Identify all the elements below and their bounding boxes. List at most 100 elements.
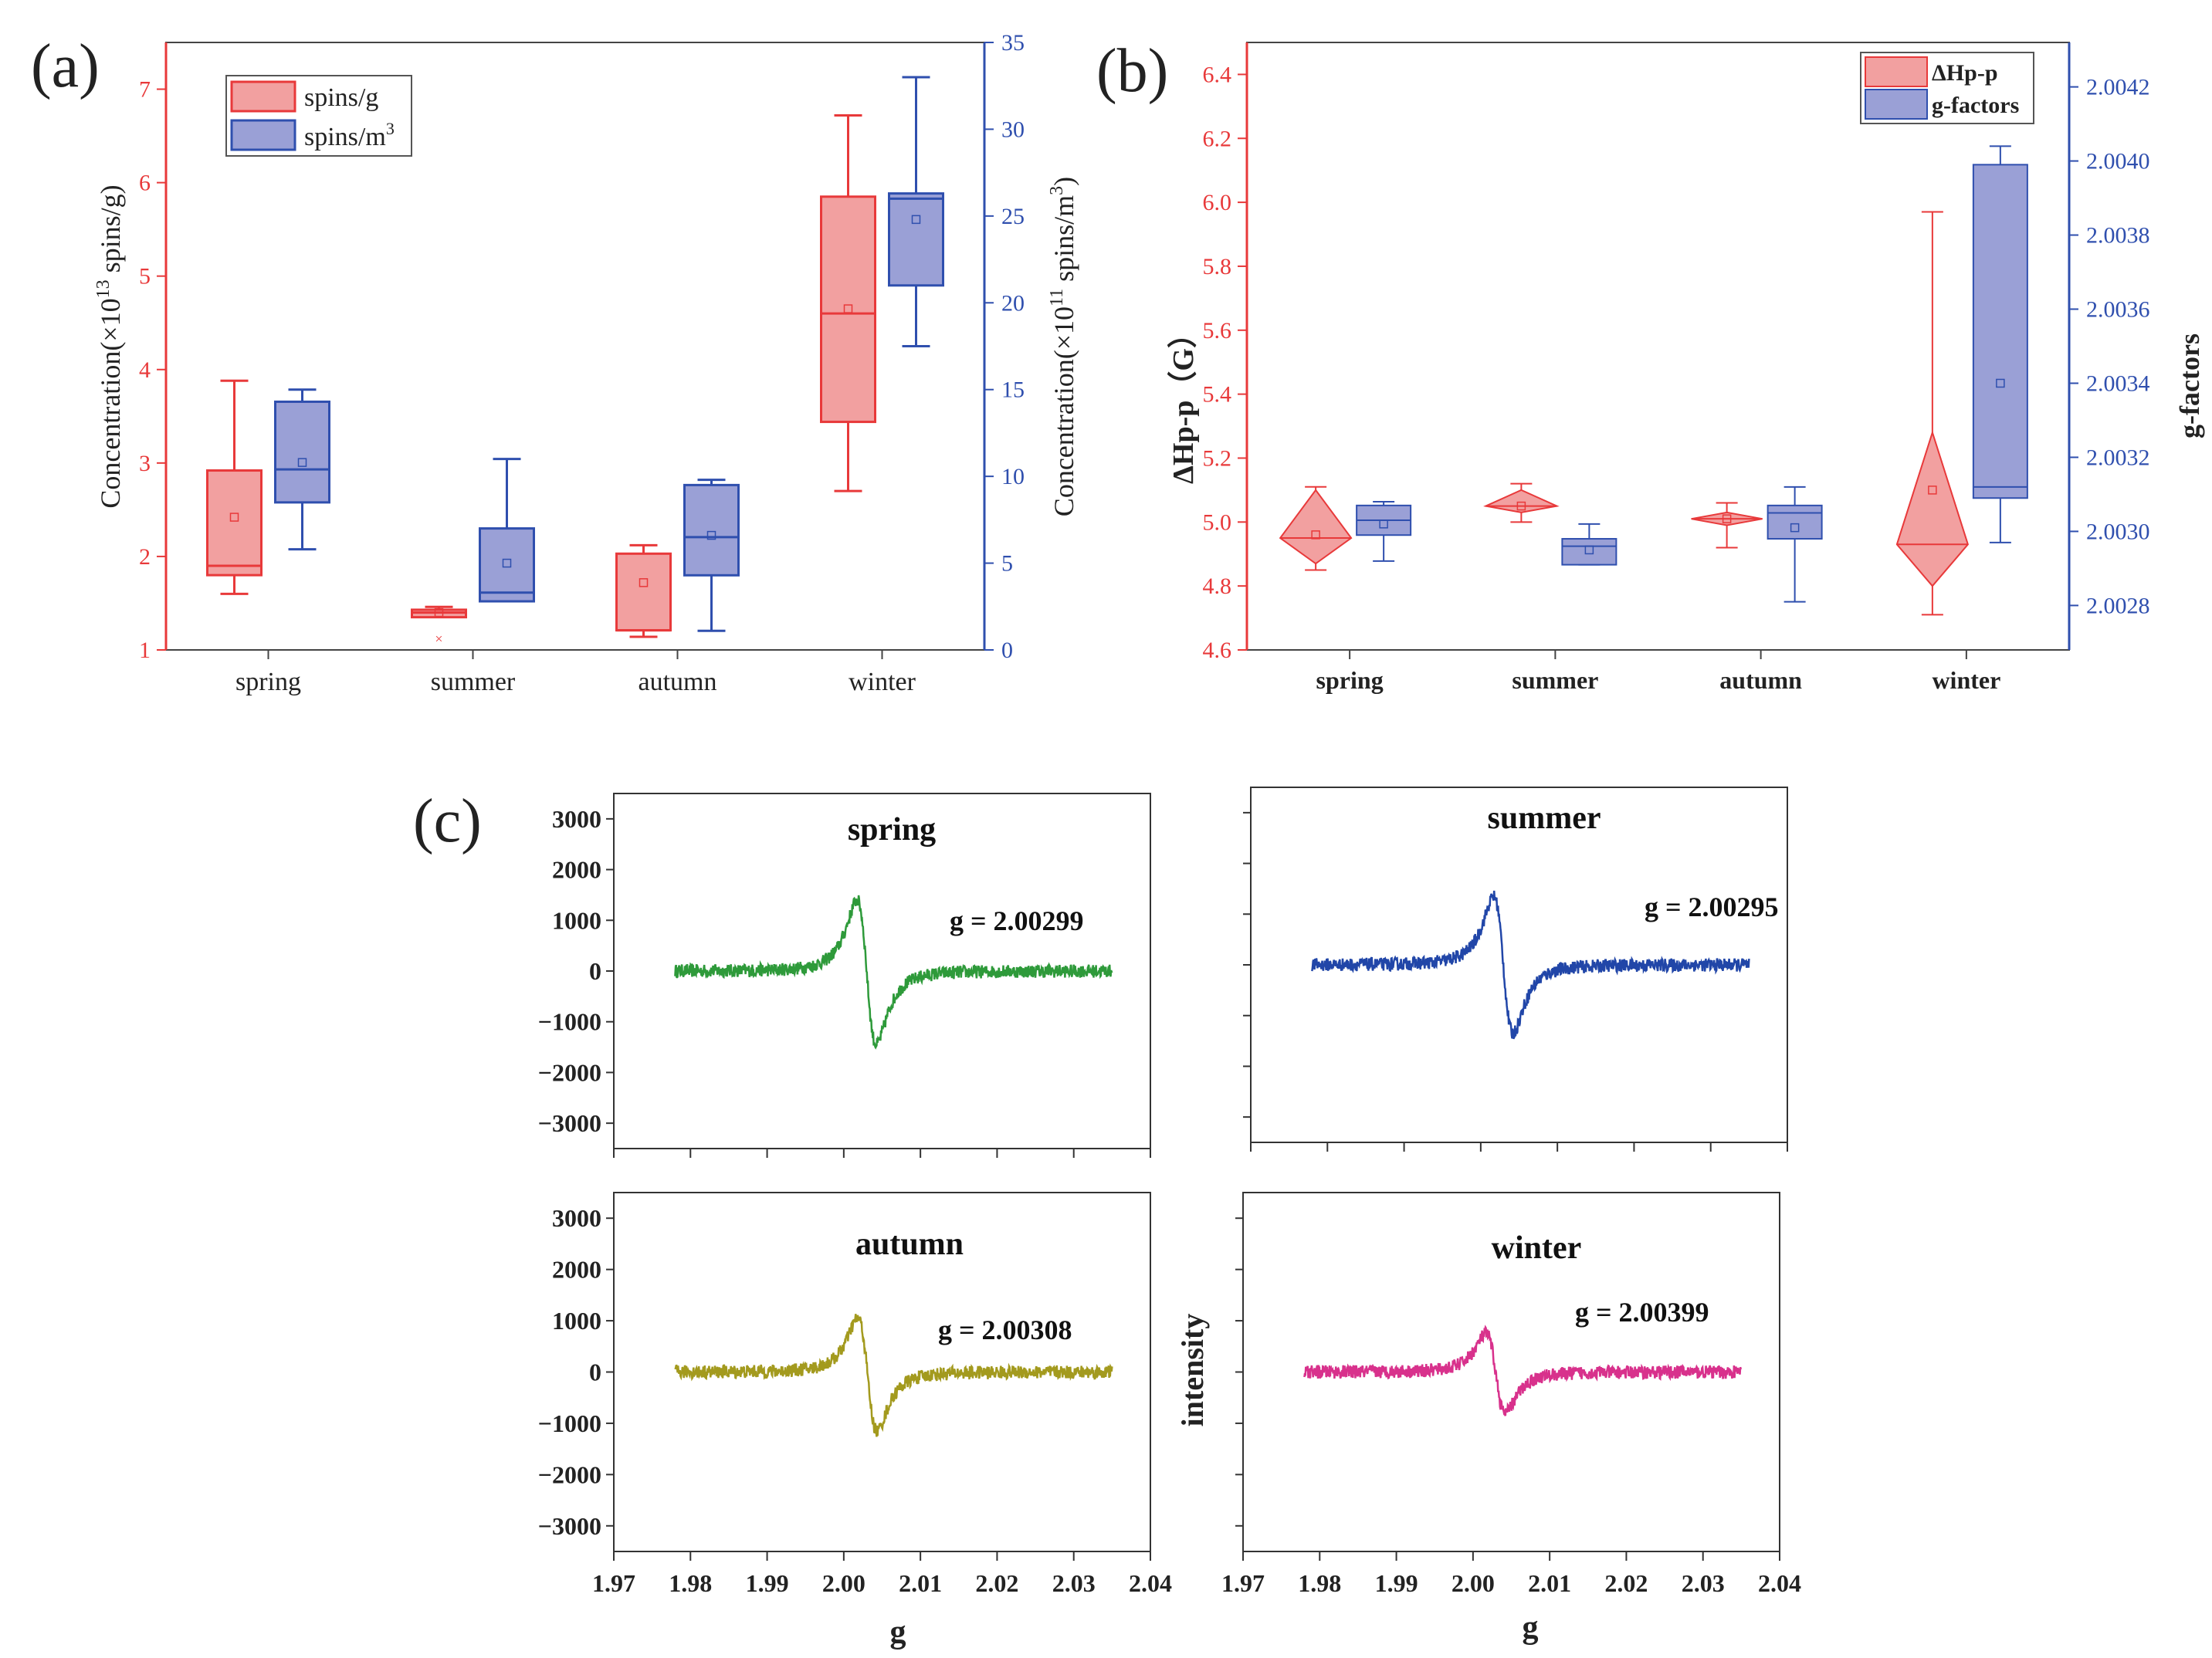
panel-b-left-ylabel: ΔHp-p（G） bbox=[1167, 319, 1200, 484]
a-x-tick-label: summer bbox=[431, 668, 516, 696]
panel-c-xlabel-right: g bbox=[1523, 1610, 1539, 1646]
b-right-tick-label: 2.0028 bbox=[2086, 593, 2150, 618]
c-y-tick-label: −2000 bbox=[538, 1058, 601, 1086]
a-x-tick-label: spring bbox=[235, 668, 301, 696]
panel-b-boxplot: 4.6 4.8 5.0 5.2 5.4 5.6 5.8 6.0 6.2 6.4 2.0028 2.00… bbox=[1167, 42, 2205, 694]
c-x-tick-label: 2.04 bbox=[1758, 1569, 1801, 1597]
c-x-tick-label: 1.98 bbox=[669, 1569, 712, 1597]
b-mean-marker bbox=[1584, 545, 1594, 555]
legend-swatch-spins-m3 bbox=[230, 119, 296, 151]
c-y-tick-label: 3000 bbox=[552, 805, 601, 833]
spectrum-summer: summer g = 2.00295 bbox=[1243, 787, 1788, 1152]
a-left-tick-label: 6 bbox=[139, 171, 151, 196]
spectrum-trace-summer bbox=[1311, 890, 1750, 1040]
a-mean-marker bbox=[502, 558, 512, 568]
spectrum-title-summer: summer bbox=[1488, 800, 1601, 836]
spectrum-trace-winter bbox=[1303, 1325, 1743, 1416]
b-box bbox=[1972, 164, 2028, 499]
a-right-tick-label: 20 bbox=[1001, 290, 1025, 316]
a-mean-marker bbox=[297, 458, 307, 467]
spectrum-g-value-autumn: g = 2.00308 bbox=[938, 1315, 1072, 1345]
c-x-tick-label: 1.97 bbox=[592, 1569, 635, 1597]
c-y-tick-label: −1000 bbox=[538, 1409, 601, 1437]
c-x-tick-label: 2.02 bbox=[1604, 1569, 1648, 1597]
b-mean-marker bbox=[1790, 523, 1800, 533]
a-mean-marker bbox=[911, 215, 921, 225]
a-right-tick-label: 15 bbox=[1001, 377, 1025, 403]
panel-a-right-ylabel: Concentration(×1011 spins/m3) bbox=[1047, 177, 1079, 516]
c-y-tick-label: 3000 bbox=[552, 1204, 601, 1232]
a-outlier-marker: × bbox=[435, 631, 442, 646]
a-left-tick-label: 3 bbox=[139, 451, 151, 476]
b-right-tick-label: 2.0038 bbox=[2086, 223, 2150, 249]
panel-c-spectra: 3000 2000 1000 0 −1000 −2000 −3000 spring g = 2.… bbox=[538, 787, 1801, 1597]
a-left-tick-label: 1 bbox=[139, 638, 151, 663]
a-box bbox=[615, 552, 672, 632]
panel-a-boxplot: 1 2 3 4 5 6 7 0 5 10 15 20 25 30 35 spring summer autumn w… bbox=[93, 30, 1079, 696]
a-box bbox=[479, 527, 535, 603]
spectrum-g-value-summer: g = 2.00295 bbox=[1645, 892, 1779, 922]
b-left-tick-label: 4.8 bbox=[1203, 574, 1232, 599]
a-box bbox=[820, 195, 876, 424]
c-x-tick-label: 2.01 bbox=[1528, 1569, 1571, 1597]
a-left-tick-label: 4 bbox=[139, 357, 151, 383]
a-mean-marker bbox=[843, 304, 853, 313]
b-box bbox=[1767, 504, 1823, 540]
panel-b-legend: ΔHp-p g-factors bbox=[1860, 52, 2034, 124]
b-diamond-mean bbox=[1722, 514, 1732, 523]
b-diamond bbox=[1895, 430, 1969, 587]
a-left-tick-label: 5 bbox=[139, 264, 151, 289]
b-box bbox=[1561, 538, 1618, 566]
panel-b-right-ylabel: g-factors bbox=[2174, 333, 2205, 438]
b-left-tick-label: 6.4 bbox=[1203, 62, 1232, 87]
b-right-tick-label: 2.0040 bbox=[2086, 149, 2150, 174]
spectrum-trace-spring bbox=[674, 895, 1113, 1050]
a-right-tick-label: 5 bbox=[1001, 551, 1013, 577]
b-left-tick-label: 4.6 bbox=[1203, 638, 1232, 663]
c-x-tick-label: 2.03 bbox=[1052, 1569, 1096, 1597]
spectrum-autumn: 3000 2000 1000 0 −1000 −2000 −3000 1.97 1.98 1.99… bbox=[538, 1192, 1172, 1597]
b-x-tick-label: spring bbox=[1316, 666, 1384, 694]
a-right-tick-label: 30 bbox=[1001, 117, 1025, 142]
c-x-tick-label: 1.99 bbox=[1375, 1569, 1418, 1597]
b-right-tick-label: 2.0032 bbox=[2086, 445, 2150, 470]
spectrum-spring: 3000 2000 1000 0 −1000 −2000 −3000 spring g = 2.… bbox=[538, 793, 1151, 1158]
c-y-tick-label: −1000 bbox=[538, 1008, 601, 1036]
legend-swatch-spins-g bbox=[230, 80, 296, 113]
a-x-tick-label: autumn bbox=[639, 668, 717, 696]
b-left-tick-label: 5.6 bbox=[1203, 318, 1232, 343]
b-right-tick-label: 2.0030 bbox=[2086, 519, 2150, 544]
spectrum-title-winter: winter bbox=[1492, 1230, 1582, 1266]
panel-label-a: (a) bbox=[31, 32, 100, 100]
a-right-tick-label: 35 bbox=[1001, 30, 1025, 56]
c-x-tick-label: 1.98 bbox=[1298, 1569, 1341, 1597]
legend-label-spins-g: spins/g bbox=[304, 83, 378, 112]
panel-label-c: (c) bbox=[413, 787, 482, 855]
a-box bbox=[888, 192, 944, 287]
legend-label-gfactors: g-factors bbox=[1932, 93, 2019, 118]
b-right-tick-label: 2.0034 bbox=[2086, 371, 2150, 396]
c-y-tick-label: −3000 bbox=[538, 1512, 601, 1540]
legend-swatch-gfactors bbox=[1865, 89, 1928, 120]
c-x-tick-label: 2.04 bbox=[1129, 1569, 1172, 1597]
c-y-tick-label: −2000 bbox=[538, 1460, 601, 1488]
a-right-tick-label: 10 bbox=[1001, 464, 1025, 489]
spectrum-title-autumn: autumn bbox=[855, 1227, 964, 1262]
c-y-tick-label: −3000 bbox=[538, 1109, 601, 1137]
spectrum-trace-autumn bbox=[674, 1314, 1113, 1437]
a-mean-marker bbox=[434, 607, 444, 618]
b-mean-marker bbox=[1379, 519, 1388, 529]
a-left-tick-label: 2 bbox=[139, 544, 151, 570]
b-x-tick-label: autumn bbox=[1719, 666, 1802, 694]
b-left-tick-label: 6.2 bbox=[1203, 126, 1232, 151]
spectrum-g-value-winter: g = 2.00399 bbox=[1575, 1297, 1709, 1328]
b-x-tick-label: winter bbox=[1932, 666, 2000, 694]
c-y-tick-label: 1000 bbox=[552, 906, 601, 934]
b-left-tick-label: 5.8 bbox=[1203, 254, 1232, 279]
b-right-tick-label: 2.0036 bbox=[2086, 297, 2150, 323]
c-x-tick-label: 1.99 bbox=[746, 1569, 789, 1597]
b-left-tick-label: 5.0 bbox=[1203, 509, 1232, 535]
a-right-tick-label: 25 bbox=[1001, 204, 1025, 229]
a-x-tick-label: winter bbox=[849, 668, 916, 696]
